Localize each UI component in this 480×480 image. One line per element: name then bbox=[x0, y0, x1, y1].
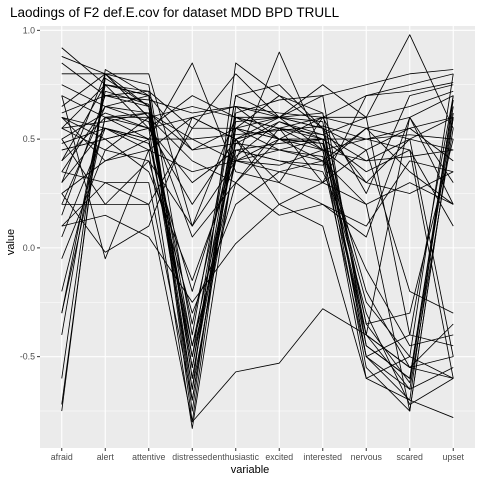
series-line bbox=[61, 73, 454, 412]
x-tick-label: enthusiastic bbox=[213, 452, 260, 462]
y-tick-label: 0.5 bbox=[23, 134, 35, 144]
series-line bbox=[61, 106, 454, 172]
series-line bbox=[61, 62, 454, 384]
x-tick-label: afraid bbox=[51, 452, 73, 462]
series-line bbox=[61, 73, 454, 358]
series-line bbox=[61, 149, 454, 205]
x-tick-label: distressed bbox=[172, 452, 212, 462]
x-tick-label: excited bbox=[265, 452, 293, 462]
x-tick-label: interested bbox=[303, 452, 342, 462]
series-line bbox=[61, 69, 454, 162]
y-tick-label: 0.0 bbox=[23, 243, 35, 253]
series-line bbox=[61, 84, 454, 412]
y-axis-title: value bbox=[5, 229, 17, 255]
chart-title: Laodings of F2 def.E.cov for dataset MDD… bbox=[10, 5, 340, 20]
series-line bbox=[61, 203, 454, 418]
x-tick-label: attentive bbox=[132, 452, 165, 462]
y-axis: -0.5 0.0 0.5 1.0 bbox=[20, 25, 40, 362]
series-line bbox=[61, 73, 454, 227]
series-line bbox=[61, 73, 454, 292]
x-tick-label: alert bbox=[97, 452, 115, 462]
x-tick-label: upset bbox=[442, 452, 464, 462]
x-tick-label: nervous bbox=[351, 452, 383, 462]
series-line bbox=[61, 90, 454, 379]
y-tick-label: -0.5 bbox=[20, 352, 35, 362]
series-lines bbox=[61, 34, 454, 429]
series-line bbox=[61, 116, 454, 368]
series-line bbox=[61, 84, 454, 358]
x-axis: afraid alert attentive distressed enthusiast… bbox=[51, 448, 465, 462]
series-line bbox=[61, 116, 454, 253]
y-tick-label: 1.0 bbox=[23, 25, 35, 35]
x-axis-title: variable bbox=[231, 464, 270, 476]
grid-minor bbox=[40, 84, 475, 412]
x-tick-label: scared bbox=[397, 452, 424, 462]
series-line bbox=[61, 127, 454, 401]
